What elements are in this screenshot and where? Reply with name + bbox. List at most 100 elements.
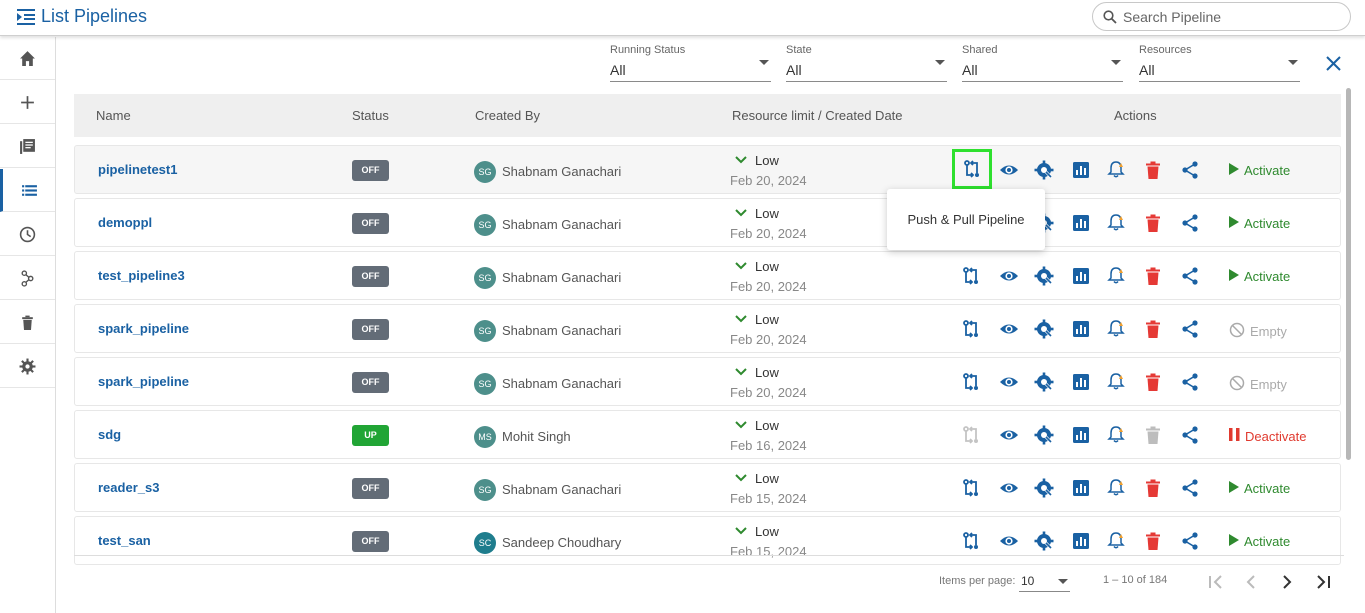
pipeline-name-link[interactable]: spark_pipeline [98,374,190,389]
failure-alert-button[interactable] [1105,424,1127,446]
view-button[interactable] [998,265,1020,287]
pipeline-name-link[interactable]: test_pipeline3 [98,268,185,283]
pipeline-action-button[interactable]: Activate [1229,534,1290,549]
sidebar-item-graph[interactable] [0,257,55,300]
sidebar-item-history[interactable] [0,213,55,256]
pipeline-name-link[interactable]: reader_s3 [98,480,160,495]
delete-button[interactable] [1142,530,1164,552]
monitor-button[interactable] [1070,265,1092,287]
pipeline-action-button[interactable]: Activate [1229,163,1290,178]
share-button[interactable] [1179,424,1201,446]
view-button[interactable] [998,159,1020,181]
close-icon[interactable] [1325,55,1342,72]
pipeline-name-link[interactable]: pipelinetest1 [98,162,178,177]
resource-limit: Low [755,206,779,221]
filter-running-status[interactable]: Running Status All [610,44,771,82]
share-button[interactable] [1179,477,1201,499]
monitor-button[interactable] [1070,371,1092,393]
share-button[interactable] [1179,318,1201,340]
view-button[interactable] [998,477,1020,499]
share-button[interactable] [1179,530,1201,552]
push-pull-button[interactable] [960,265,982,287]
search-box[interactable] [1092,2,1351,31]
scrollbar-thumb[interactable] [1346,88,1351,460]
failure-alert-button[interactable] [1105,159,1127,181]
pipeline-action-button[interactable]: Deactivate [1229,428,1306,444]
pipeline-name-link[interactable]: sdg [98,427,122,442]
sidebar-item-list-pipelines[interactable] [0,169,55,212]
monitor-button[interactable] [1070,318,1092,340]
menu-icon[interactable] [16,7,36,27]
settings-icon [1034,160,1054,180]
created-date: Feb 16, 2024 [730,438,807,453]
status-badge: OFF [352,319,389,340]
pipeline-action-button[interactable]: Activate [1229,269,1290,284]
configure-button[interactable] [1033,159,1055,181]
items-per-page-select[interactable]: 10 [1019,570,1070,592]
view-button[interactable] [998,424,1020,446]
delete-button[interactable] [1142,265,1164,287]
sidebar-item-home[interactable] [0,37,55,80]
previous-page-button[interactable] [1241,572,1261,592]
filter-resources[interactable]: Resources All [1139,44,1300,82]
configure-button[interactable] [1033,477,1055,499]
filter-shared[interactable]: Shared All [962,44,1123,82]
delete-button[interactable] [1142,212,1164,234]
push-pull-button[interactable] [960,318,982,340]
chevron-down-icon [1288,60,1298,65]
pipeline-name-link[interactable]: spark_pipeline [98,321,190,336]
search-input[interactable] [1123,7,1338,27]
configure-button[interactable] [1033,530,1055,552]
configure-button[interactable] [1033,265,1055,287]
pipeline-action-button[interactable]: Empty [1229,375,1287,394]
push-pull-button[interactable] [960,530,982,552]
share-button[interactable] [1179,265,1201,287]
pipeline-action-button[interactable]: Activate [1229,481,1290,496]
filter-state[interactable]: State All [786,44,947,82]
next-page-button[interactable] [1277,572,1297,592]
monitor-button[interactable] [1070,477,1092,499]
creator-name: Shabnam Ganachari [502,217,622,232]
pipeline-action-button[interactable]: Activate [1229,216,1290,231]
monitor-button[interactable] [1070,159,1092,181]
monitor-button[interactable] [1070,212,1092,234]
sidebar-item-create[interactable] [0,81,55,124]
share-button[interactable] [1179,159,1201,181]
monitor-button[interactable] [1070,424,1092,446]
delete-button[interactable] [1142,318,1164,340]
failure-alert-button[interactable] [1105,212,1127,234]
failure-alert-button[interactable] [1105,530,1127,552]
first-page-button[interactable] [1206,572,1226,592]
configure-button[interactable] [1033,371,1055,393]
pipeline-action-button[interactable]: Empty [1229,322,1287,341]
delete-button[interactable] [1142,424,1164,446]
configure-button[interactable] [1033,318,1055,340]
last-page-button[interactable] [1313,572,1333,592]
failure-alert-button[interactable] [1105,265,1127,287]
pipeline-name-link[interactable]: demoppl [98,215,153,230]
view-button[interactable] [998,371,1020,393]
view-button[interactable] [998,530,1020,552]
share-button[interactable] [1179,212,1201,234]
status-badge: OFF [352,478,389,499]
delete-button[interactable] [1142,371,1164,393]
push-pull-button[interactable] [960,477,982,499]
sidebar-item-settings[interactable] [0,345,55,388]
sidebar-item-trash[interactable] [0,301,55,344]
failure-alert-button[interactable] [1105,318,1127,340]
delete-button[interactable] [1142,477,1164,499]
created-date: Feb 15, 2024 [730,544,807,559]
share-button[interactable] [1179,371,1201,393]
push-pull-button[interactable] [960,371,982,393]
failure-alert-button[interactable] [1105,371,1127,393]
pipeline-name-link[interactable]: test_san [98,533,151,548]
view-button[interactable] [998,318,1020,340]
status-action-label: Activate [1244,163,1291,178]
configure-button[interactable] [1033,424,1055,446]
sidebar-item-library[interactable] [0,125,55,168]
push-pull-button[interactable] [960,424,982,446]
monitor-button[interactable] [1070,530,1092,552]
push-pull-button[interactable] [952,149,992,189]
failure-alert-button[interactable] [1105,477,1127,499]
delete-button[interactable] [1142,159,1164,181]
